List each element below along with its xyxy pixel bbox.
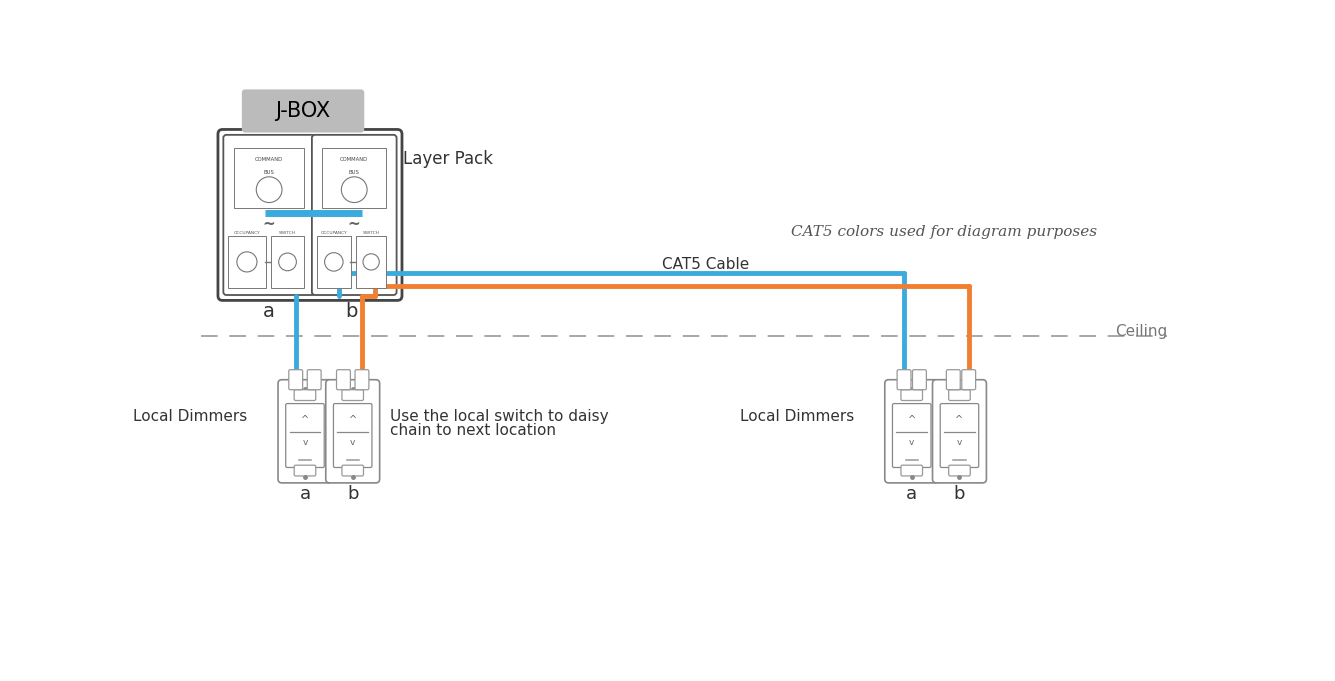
FancyBboxPatch shape <box>961 370 976 390</box>
FancyBboxPatch shape <box>947 370 960 390</box>
FancyBboxPatch shape <box>242 89 364 133</box>
FancyBboxPatch shape <box>312 135 396 295</box>
FancyBboxPatch shape <box>342 465 363 476</box>
Text: ^: ^ <box>348 415 356 426</box>
Text: CAT5 colors used for diagram purposes: CAT5 colors used for diagram purposes <box>792 225 1097 239</box>
Text: COMMAND: COMMAND <box>255 157 283 162</box>
FancyBboxPatch shape <box>913 370 926 390</box>
FancyBboxPatch shape <box>336 370 350 390</box>
FancyBboxPatch shape <box>218 129 402 300</box>
FancyBboxPatch shape <box>893 404 930 467</box>
FancyBboxPatch shape <box>294 465 316 476</box>
FancyBboxPatch shape <box>901 390 922 400</box>
FancyBboxPatch shape <box>949 465 971 476</box>
FancyBboxPatch shape <box>940 404 979 467</box>
Text: BUS: BUS <box>264 170 275 174</box>
FancyBboxPatch shape <box>316 236 351 288</box>
Text: BUS: BUS <box>348 170 359 174</box>
Text: Use the local switch to daisy: Use the local switch to daisy <box>390 409 609 424</box>
FancyBboxPatch shape <box>286 404 324 467</box>
FancyBboxPatch shape <box>326 380 379 483</box>
Text: Ceiling: Ceiling <box>1115 324 1167 339</box>
FancyBboxPatch shape <box>933 380 987 483</box>
FancyBboxPatch shape <box>223 135 315 295</box>
Text: CAT5 Cable: CAT5 Cable <box>662 257 749 272</box>
Text: OCCUPANCY: OCCUPANCY <box>234 231 260 235</box>
FancyBboxPatch shape <box>897 370 910 390</box>
Text: ~: ~ <box>348 217 360 232</box>
Text: b: b <box>344 302 358 321</box>
FancyBboxPatch shape <box>228 236 266 288</box>
Text: Layer Pack: Layer Pack <box>403 150 493 168</box>
Text: a: a <box>906 486 917 503</box>
Text: v: v <box>350 439 355 447</box>
FancyBboxPatch shape <box>334 404 372 467</box>
Text: v: v <box>909 439 914 447</box>
Text: b: b <box>347 486 359 503</box>
FancyBboxPatch shape <box>271 236 304 288</box>
FancyBboxPatch shape <box>307 370 322 390</box>
Text: v: v <box>957 439 963 447</box>
FancyBboxPatch shape <box>901 465 922 476</box>
FancyBboxPatch shape <box>294 390 316 400</box>
FancyBboxPatch shape <box>342 390 363 400</box>
Text: ^: ^ <box>300 415 308 426</box>
Text: Local Dimmers: Local Dimmers <box>134 409 247 424</box>
FancyBboxPatch shape <box>322 148 386 208</box>
Text: SWITCH: SWITCH <box>279 231 296 235</box>
FancyBboxPatch shape <box>278 380 332 483</box>
FancyBboxPatch shape <box>288 370 303 390</box>
Text: chain to next location: chain to next location <box>390 423 555 438</box>
Text: v: v <box>302 439 307 447</box>
Text: b: b <box>953 486 965 503</box>
FancyBboxPatch shape <box>234 148 304 208</box>
Text: COMMAND: COMMAND <box>340 157 368 162</box>
FancyBboxPatch shape <box>885 380 939 483</box>
FancyBboxPatch shape <box>355 370 368 390</box>
Text: Local Dimmers: Local Dimmers <box>740 409 854 424</box>
FancyBboxPatch shape <box>949 390 971 400</box>
Text: ^: ^ <box>908 415 916 426</box>
Text: SWITCH: SWITCH <box>363 231 379 235</box>
Text: J-BOX: J-BOX <box>275 101 331 121</box>
Text: ^: ^ <box>956 415 964 426</box>
Text: a: a <box>263 302 275 321</box>
Text: ~: ~ <box>263 217 275 232</box>
FancyBboxPatch shape <box>356 236 386 288</box>
Text: OCCUPANCY: OCCUPANCY <box>320 231 347 235</box>
Text: a: a <box>299 486 311 503</box>
